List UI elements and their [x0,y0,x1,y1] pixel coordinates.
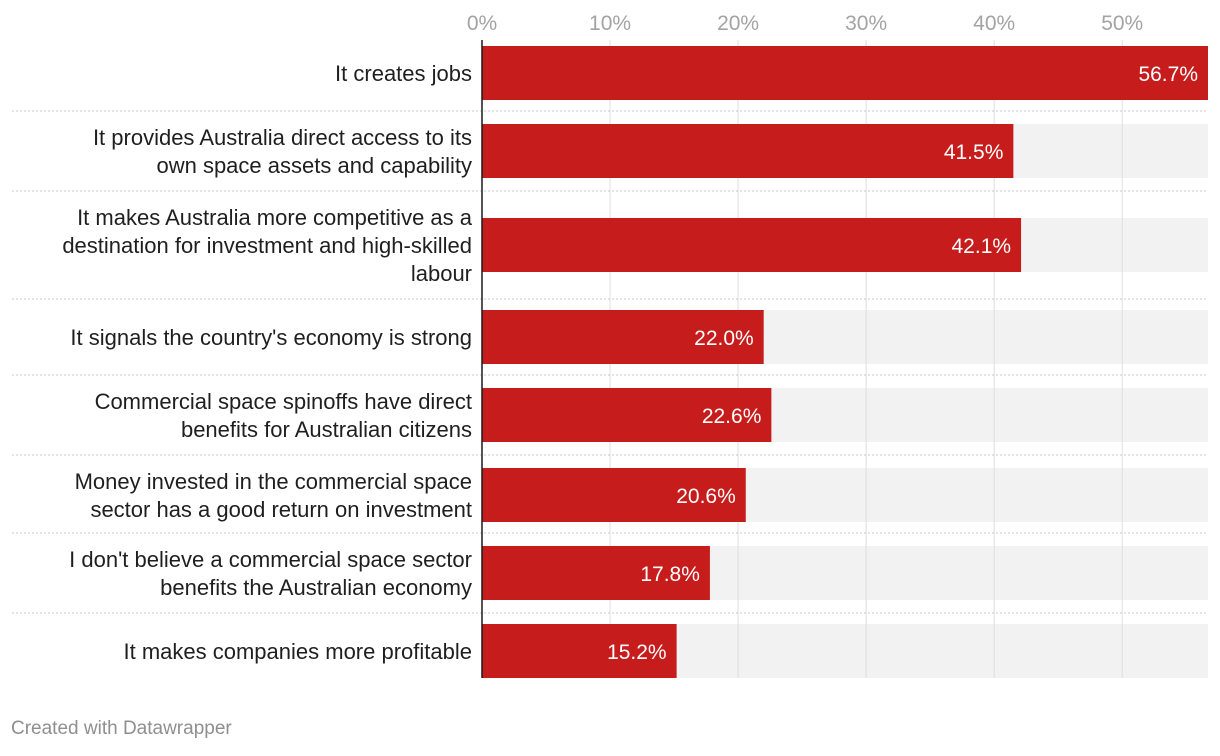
bar [482,124,1014,178]
category-label-line: destination for investment and high-skil… [62,233,472,258]
x-axis-ticks: 0% 10% 20% 30% 40% 50% [467,12,1143,35]
category-label: Commercial space spinoffs have direct ben… [95,389,472,442]
category-label: It signals the country's economy is stro… [70,325,472,350]
category-label-line: sector has a good return on investment [90,497,472,522]
category-label-line: Money invested in the commercial space [75,469,472,494]
category-label-line: Commercial space spinoffs have direct [95,389,472,414]
category-label-line: benefits for Australian citizens [181,417,472,442]
x-tick-label: 10% [589,12,631,35]
category-label: I don't believe a commercial space secto… [69,547,472,600]
x-tick-label: 40% [973,12,1015,35]
category-label-line: own space assets and capability [156,153,472,178]
category-label-line: It makes Australia more competitive as a [77,205,473,230]
category-label-line: It provides Australia direct access to i… [93,125,472,150]
bar [482,218,1022,272]
value-label: 22.0% [694,327,754,350]
category-label: It makes Australia more competitive as a… [62,205,472,286]
category-label-line: It makes companies more profitable [124,639,473,664]
bar [482,46,1208,100]
category-label-line: labour [411,261,472,286]
category-label-line: It signals the country's economy is stro… [70,325,472,350]
bar [482,546,710,600]
value-label: 41.5% [944,141,1004,164]
category-labels: It creates jobs It provides Australia dir… [62,61,472,664]
value-label: 42.1% [952,235,1012,258]
category-label-line: It creates jobs [335,61,472,86]
bar [482,310,764,364]
value-label: 17.8% [640,563,700,586]
value-label: 22.6% [702,405,762,428]
value-label: 56.7% [1138,63,1198,86]
value-label: 15.2% [607,641,667,664]
bar [482,468,746,522]
category-label: It makes companies more profitable [124,639,473,664]
category-label: It provides Australia direct access to i… [93,125,472,178]
x-tick-label: 20% [717,12,759,35]
credit-text: Created with Datawrapper [11,718,232,739]
category-label-line: I don't believe a commercial space secto… [69,547,472,572]
value-label: 20.6% [676,485,736,508]
x-tick-label: 30% [845,12,887,35]
row-separators [12,110,1208,614]
value-labels: 56.7% 41.5% 42.1% 22.0% 22.6% 20.6% 17.8% 15.2% [607,63,1198,664]
category-label-line: benefits the Australian economy [160,575,472,600]
bar [482,388,772,442]
bar [482,624,677,678]
x-tick-label: 50% [1101,12,1143,35]
x-tick-label: 0% [467,12,497,35]
bars [482,46,1208,678]
category-label: Money invested in the commercial space se… [75,469,472,522]
category-label: It creates jobs [335,61,472,86]
